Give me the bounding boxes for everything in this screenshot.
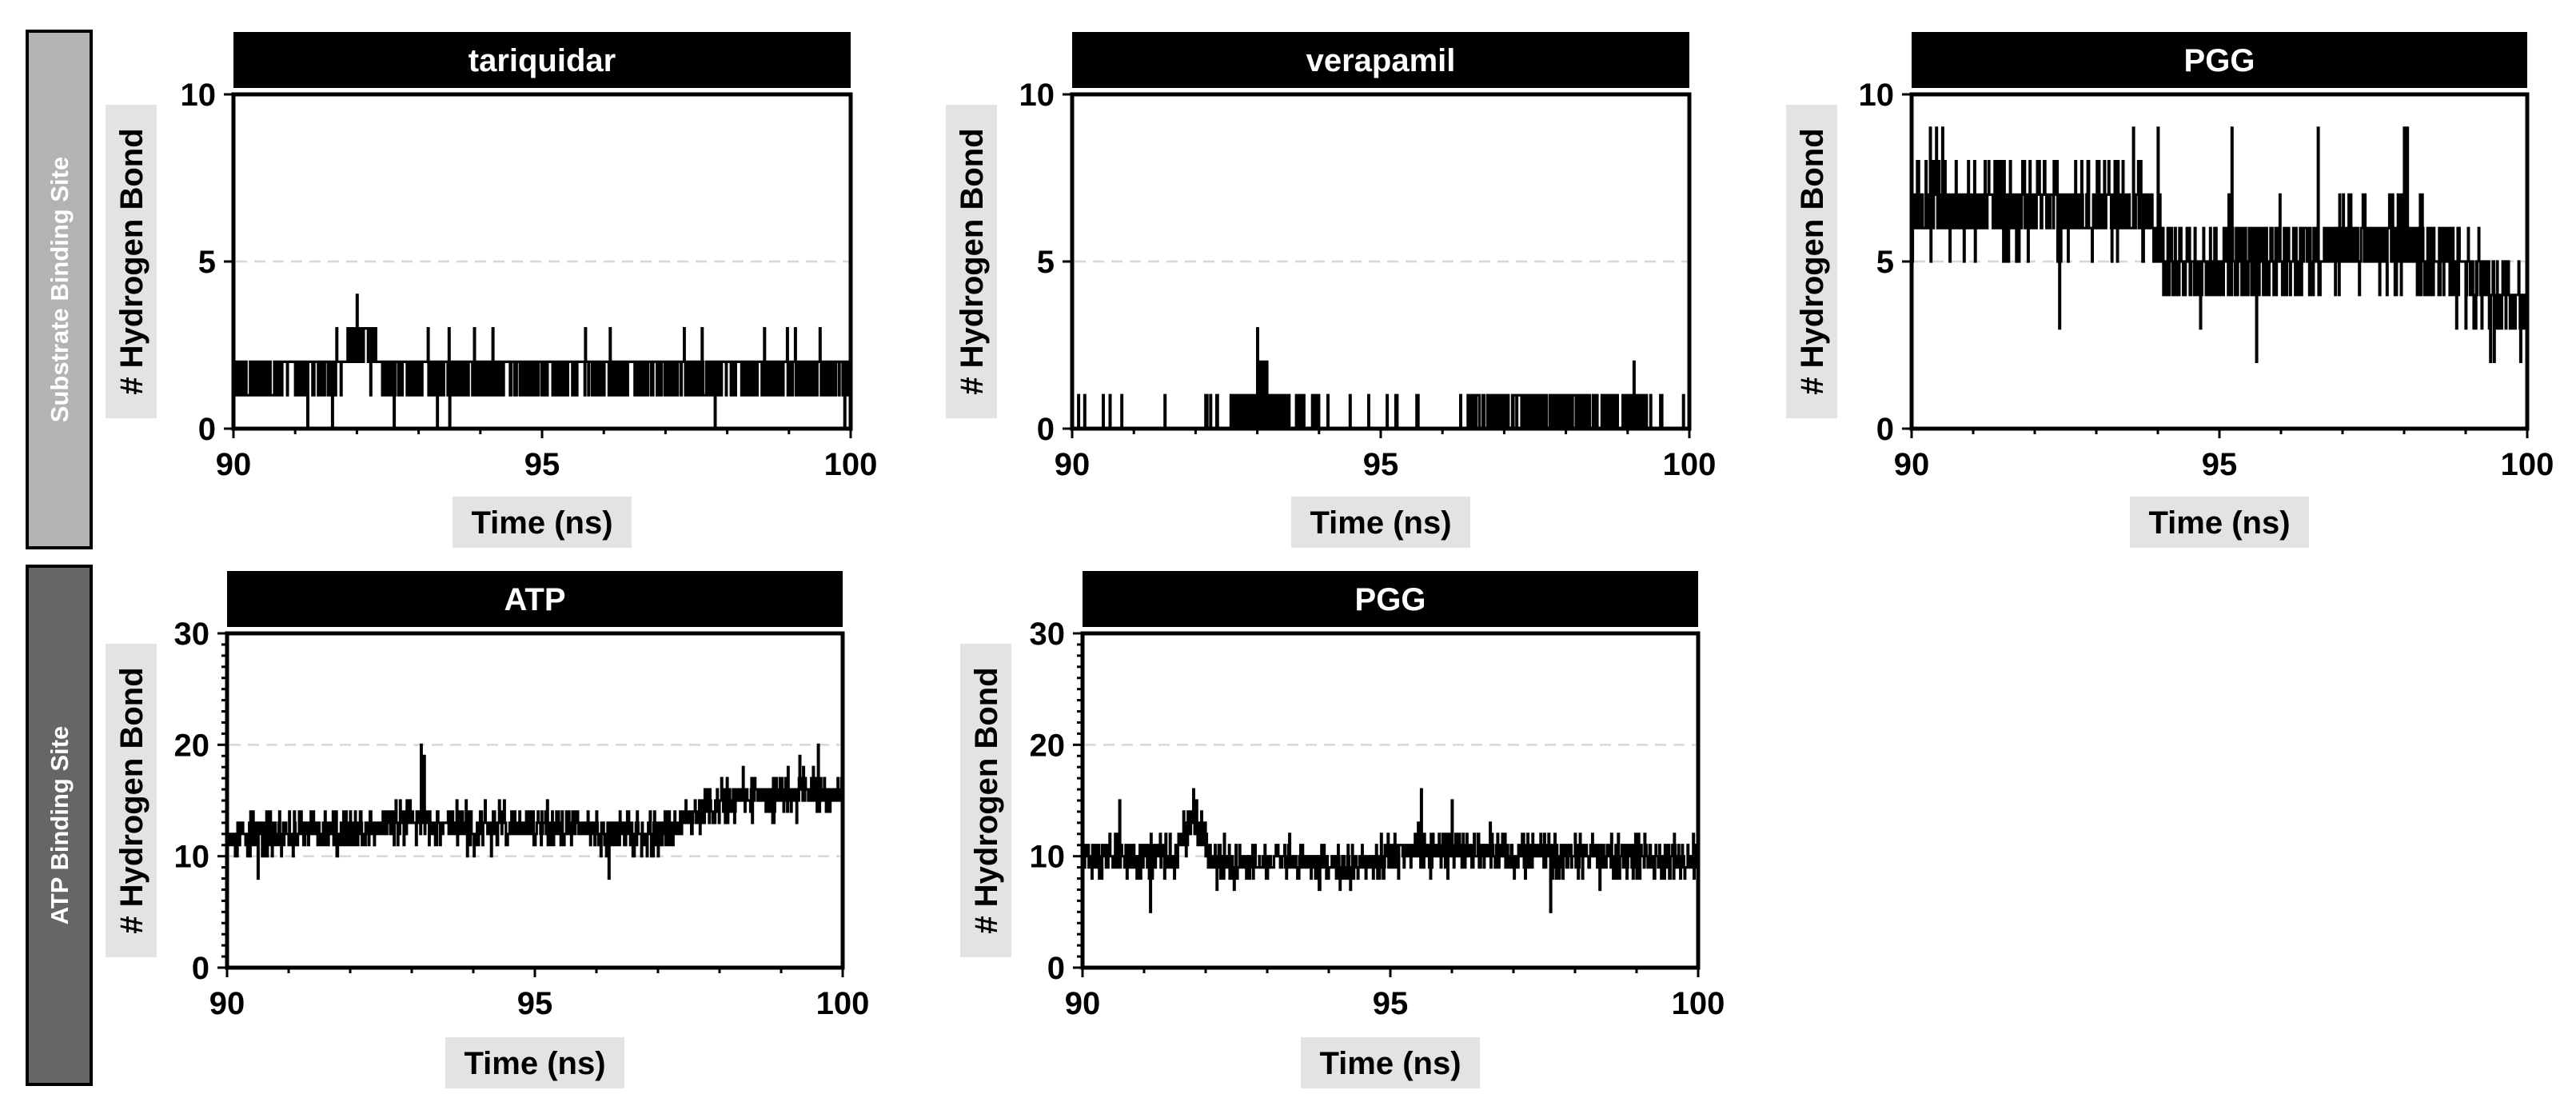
y-tick-label: 20: [1030, 728, 1066, 763]
x-tick-label: 100: [2501, 447, 2554, 482]
y-axis: 0 10 20 30: [174, 617, 227, 986]
y-axis-title: # Hydrogen Bond: [969, 667, 1004, 933]
chart-panel-pgg-atp: PGG 0 10 20 30 90 95 100 # Hydrogen Bond Time…: [960, 571, 1725, 1088]
y-tick-label: 10: [181, 78, 217, 113]
x-axis-title: Time (ns): [471, 505, 612, 541]
y-tick-label: 0: [1876, 412, 1894, 447]
x-tick-label: 90: [216, 447, 252, 482]
panel-title-bar: [1072, 32, 1689, 88]
x-tick-label: 95: [1363, 447, 1399, 482]
y-tick-label: 0: [1037, 412, 1055, 447]
panel-title: PGG: [1355, 582, 1426, 617]
x-axis-title: Time (ns): [2148, 505, 2290, 541]
x-tick-label: 90: [1055, 447, 1091, 482]
y-axis: 0 5 10: [1019, 78, 1072, 447]
x-axis-title-background: [445, 1037, 624, 1088]
x-tick-label: 90: [1894, 447, 1930, 482]
chart-panel-atp: ATP 0 10 20 30 90 95 100 # Hydrogen Bond Time…: [106, 571, 869, 1088]
y-axis-title: # Hydrogen Bond: [955, 128, 990, 394]
y-tick-label: 5: [1876, 245, 1894, 280]
x-axis-title-background: [1301, 1037, 1480, 1088]
panel-title: tariquidar: [469, 43, 616, 78]
data-series-line: [1911, 126, 2529, 363]
y-axis-title-background: [960, 644, 1011, 957]
x-tick-label: 90: [1065, 986, 1101, 1021]
y-tick-label: 0: [1047, 951, 1065, 986]
panel-title-bar: [233, 32, 851, 88]
y-tick-label: 30: [1030, 617, 1066, 652]
data-series-line: [1082, 788, 1700, 913]
chart-panel-pgg-substrate: PGG 0 5 10 90 95 100 # Hydrogen Bond Time (n…: [1786, 32, 2554, 548]
panel-title: PGG: [2184, 43, 2255, 78]
x-axis-title: Time (ns): [1310, 505, 1451, 541]
grid-lines: [229, 744, 840, 857]
x-tick-label: 95: [517, 986, 553, 1021]
y-tick-label: 20: [174, 728, 210, 763]
y-axis: 0 5 10: [181, 78, 233, 447]
x-tick-label: 95: [2202, 447, 2238, 482]
row-label-substrate-box: [26, 30, 93, 549]
x-axis-title-background: [1291, 497, 1470, 548]
row-label-atp-text: ATP Binding Site: [46, 726, 74, 925]
x-tick-label: 90: [209, 986, 245, 1021]
y-tick-label: 10: [1030, 840, 1066, 875]
y-axis-title: # Hydrogen Bond: [114, 128, 150, 394]
y-tick-label: 5: [1037, 245, 1055, 280]
x-axis: 90 95 100: [1055, 429, 1717, 482]
x-axis-title: Time (ns): [1319, 1046, 1461, 1081]
x-axis-title-background: [2130, 497, 2309, 548]
y-axis-title-background: [946, 105, 997, 418]
y-tick-label: 10: [1019, 78, 1055, 113]
x-axis: 90 95 100: [1894, 429, 2554, 482]
data-series-line: [233, 293, 852, 430]
panel-title: ATP: [504, 582, 565, 617]
row-label-substrate-text: Substrate Binding Site: [46, 157, 74, 422]
y-tick-label: 30: [174, 617, 210, 652]
y-axis-title-background: [1786, 105, 1837, 418]
x-axis: 90 95 100: [209, 968, 870, 1021]
x-axis-title-background: [453, 497, 632, 548]
y-tick-label: 0: [192, 951, 209, 986]
x-tick-label: 100: [1663, 447, 1717, 482]
panel-title-bar: [1912, 32, 2527, 88]
row-label-atp-box: [26, 565, 93, 1086]
x-tick-label: 95: [524, 447, 560, 482]
y-tick-label: 10: [1859, 78, 1895, 113]
x-axis: 90 95 100: [1065, 968, 1725, 1021]
x-axis-title: Time (ns): [464, 1046, 605, 1081]
y-axis-title: # Hydrogen Bond: [114, 667, 150, 933]
y-axis-title-background: [106, 105, 157, 418]
x-tick-label: 100: [824, 447, 878, 482]
row-label-substrate: Substrate Binding Site: [26, 30, 93, 549]
panel-title: verapamil: [1306, 43, 1456, 78]
data-series-line: [226, 743, 844, 880]
x-tick-label: 100: [816, 986, 870, 1021]
x-tick-label: 95: [1373, 986, 1409, 1021]
chart-panel-verapamil: verapamil 0 5 10 90 95 100 # Hydrogen Bond T…: [946, 32, 1716, 548]
y-axis: 0 5 10: [1859, 78, 1912, 447]
x-axis: 90 95 100: [216, 429, 878, 482]
plot-area: [1080, 631, 1701, 970]
y-axis-title-background: [106, 644, 157, 957]
y-tick-label: 10: [174, 840, 210, 875]
panel-title-bar: [1083, 571, 1698, 627]
y-tick-label: 5: [198, 245, 216, 280]
y-tick-label: 0: [198, 412, 216, 447]
panel-title-bar: [227, 571, 843, 627]
y-axis-title: # Hydrogen Bond: [1795, 128, 1830, 394]
y-axis: 0 10 20 30: [1030, 617, 1083, 986]
row-label-atp: ATP Binding Site: [26, 565, 93, 1086]
x-tick-label: 100: [1672, 986, 1725, 1021]
